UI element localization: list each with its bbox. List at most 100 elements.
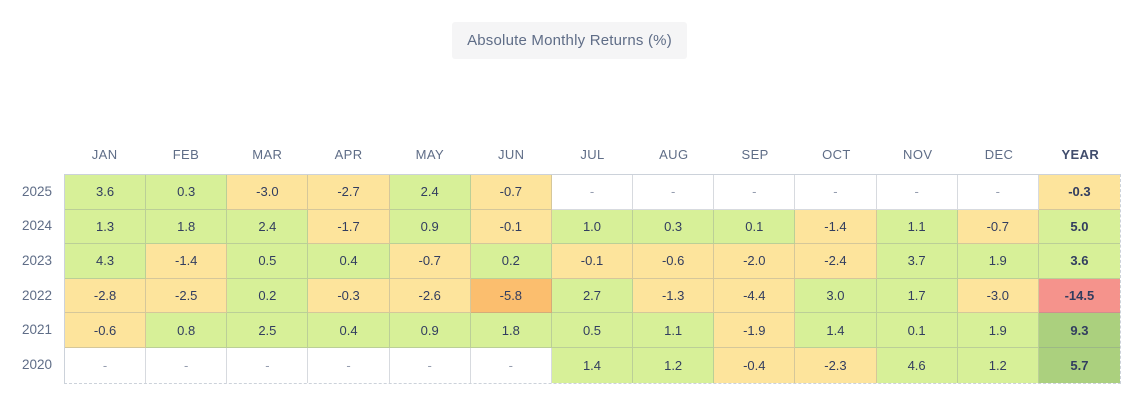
cell-2022-mar: 0.2: [227, 278, 309, 314]
cell-2025-jan: 3.6: [65, 175, 147, 210]
cell-2021-jul: 0.5: [551, 313, 634, 348]
cell-2020-apr: -: [308, 347, 390, 383]
cell-2025-apr: -2.7: [308, 175, 390, 210]
cell-2025-oct: -: [795, 175, 877, 210]
cell-2024-may: 0.9: [389, 209, 471, 245]
cell-2025-jul: -: [551, 175, 634, 210]
column-header-mar: MAR: [252, 147, 283, 162]
row-label-2022: 2022: [21, 287, 52, 303]
corner-spacer: [0, 145, 64, 174]
cell-2021-oct: 1.4: [795, 313, 877, 348]
cell-2022-may: -2.6: [389, 278, 471, 314]
cell-2022-feb: -2.5: [146, 278, 228, 314]
cell-2023-aug: -0.6: [633, 244, 715, 279]
column-header-sep: SEP: [741, 147, 769, 162]
cell-2022-year: -14.5: [1038, 278, 1120, 314]
cell-2020-jun: -: [470, 347, 552, 383]
cell-2021-sep: -1.9: [714, 313, 796, 348]
cell-2020-mar: -: [227, 347, 309, 383]
cell-2022-jul: 2.7: [551, 278, 634, 314]
cell-2024-nov: 1.1: [876, 209, 958, 245]
cell-2022-apr: -0.3: [308, 278, 390, 314]
cell-2023-oct: -2.4: [795, 244, 877, 279]
cell-2020-nov: 4.6: [876, 347, 958, 383]
cell-2024-apr: -1.7: [308, 209, 390, 245]
cell-2022-jun: -5.8: [470, 278, 552, 314]
cell-2023-year: 3.6: [1038, 244, 1120, 279]
cell-2021-year: 9.3: [1038, 313, 1120, 348]
cell-2024-jun: -0.1: [470, 209, 552, 245]
cell-2020-sep: -0.4: [714, 347, 796, 383]
cell-2022-oct: 3.0: [795, 278, 877, 314]
cell-2021-jan: -0.6: [65, 313, 147, 348]
cell-2020-may: -: [389, 347, 471, 383]
cell-2023-jul: -0.1: [551, 244, 634, 279]
cell-2022-nov: 1.7: [876, 278, 958, 314]
column-header-dec: DEC: [984, 147, 1014, 162]
column-header-jun: JUN: [497, 147, 525, 162]
cell-2020-jul: 1.4: [551, 347, 634, 383]
title-bar: Absolute Monthly Returns (%): [0, 0, 1139, 59]
cell-2023-dec: 1.9: [957, 244, 1039, 279]
cell-2024-jul: 1.0: [551, 209, 634, 245]
cell-2020-aug: 1.2: [633, 347, 715, 383]
column-header-jul: JUL: [580, 147, 605, 162]
cell-2022-aug: -1.3: [633, 278, 715, 314]
column-header-year: YEAR: [1061, 147, 1100, 162]
cell-2021-apr: 0.4: [308, 313, 390, 348]
cell-2021-aug: 1.1: [633, 313, 715, 348]
row-label-2025: 2025: [21, 183, 52, 199]
month-header-row: JAN FEB MAR APR MAY JUN JUL AUG SEP OCT NOV DEC YEAR: [64, 145, 1121, 174]
cell-2020-year: 5.7: [1038, 347, 1120, 383]
year-label-column: 2025 2024 2023 2022 2021 2020: [0, 174, 64, 384]
cell-2024-year: 5.0: [1038, 209, 1120, 245]
column-header-apr: APR: [334, 147, 363, 162]
cell-2020-feb: -: [146, 347, 228, 383]
row-label-2020: 2020: [21, 356, 52, 372]
cell-2025-year: -0.3: [1038, 175, 1120, 210]
cell-2022-dec: -3.0: [957, 278, 1039, 314]
cell-2025-feb: 0.3: [146, 175, 228, 210]
cell-2023-jun: 0.2: [470, 244, 552, 279]
cell-2025-mar: -3.0: [227, 175, 309, 210]
cell-2024-feb: 1.8: [146, 209, 228, 245]
cell-2023-may: -0.7: [389, 244, 471, 279]
monthly-returns-heatmap: JAN FEB MAR APR MAY JUN JUL AUG SEP OCT NOV DEC YEAR…: [0, 145, 1121, 384]
cell-2021-dec: 1.9: [957, 313, 1039, 348]
cell-2021-nov: 0.1: [876, 313, 958, 348]
chart-title: Absolute Monthly Returns (%): [452, 22, 687, 59]
row-label-2024: 2024: [21, 218, 52, 234]
cell-2024-mar: 2.4: [227, 209, 309, 245]
cell-2023-sep: -2.0: [714, 244, 796, 279]
column-header-oct: OCT: [822, 147, 851, 162]
cell-2022-sep: -4.4: [714, 278, 796, 314]
heatmap-grid: 3.6 0.3 -3.0 -2.7 2.4 -0.7- - - - - - -0.3 1.3 1.8 2.4…: [64, 174, 1121, 384]
cell-2025-may: 2.4: [389, 175, 471, 210]
cell-2025-nov: -: [876, 175, 958, 210]
cell-2025-aug: -: [633, 175, 715, 210]
cell-2023-apr: 0.4: [308, 244, 390, 279]
row-label-2021: 2021: [21, 322, 52, 338]
cell-2022-jan: -2.8: [65, 278, 147, 314]
cell-2021-may: 0.9: [389, 313, 471, 348]
column-header-aug: AUG: [659, 147, 689, 162]
cell-2023-jan: 4.3: [65, 244, 147, 279]
column-header-jan: JAN: [91, 147, 118, 162]
cell-2021-jun: 1.8: [470, 313, 552, 348]
cell-2020-dec: 1.2: [957, 347, 1039, 383]
cell-2025-jun: -0.7: [470, 175, 552, 210]
cell-2023-nov: 3.7: [876, 244, 958, 279]
column-header-feb: FEB: [172, 147, 200, 162]
cell-2024-aug: 0.3: [633, 209, 715, 245]
cell-2025-sep: -: [714, 175, 796, 210]
cell-2024-jan: 1.3: [65, 209, 147, 245]
cell-2020-jan: -: [65, 347, 147, 383]
row-label-2023: 2023: [21, 252, 52, 268]
cell-2023-mar: 0.5: [227, 244, 309, 279]
cell-2020-oct: -2.3: [795, 347, 877, 383]
column-header-may: MAY: [415, 147, 445, 162]
cell-2025-dec: -: [957, 175, 1039, 210]
column-header-nov: NOV: [903, 147, 933, 162]
cell-2021-feb: 0.8: [146, 313, 228, 348]
cell-2021-mar: 2.5: [227, 313, 309, 348]
